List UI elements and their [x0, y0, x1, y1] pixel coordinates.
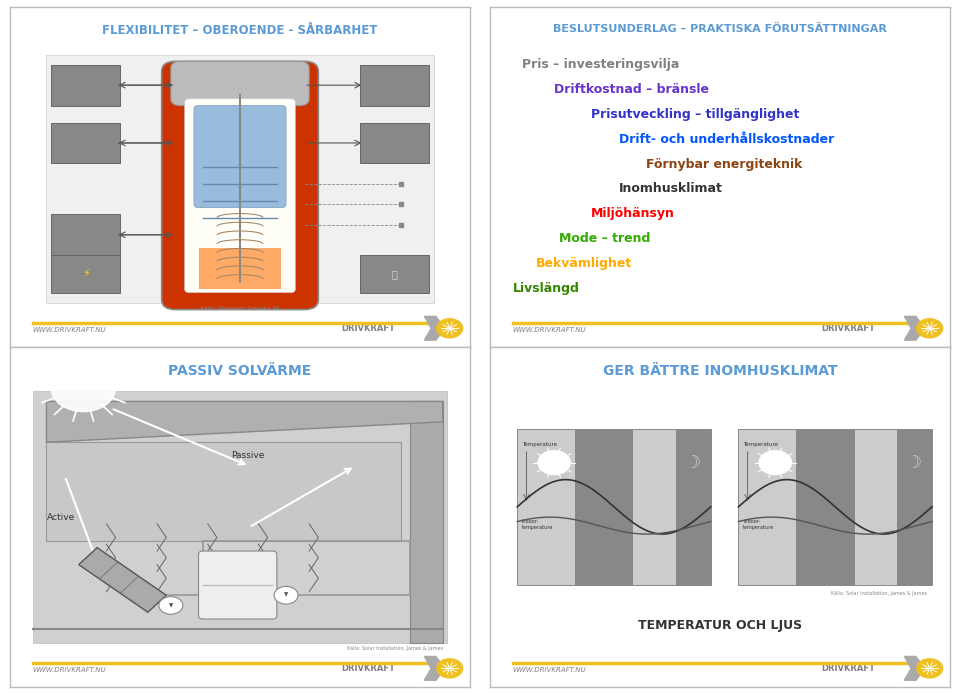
Text: BESLUTSUNDERLAG – PRAKTISKA FÖRUTSÄTTNINGAR: BESLUTSUNDERLAG – PRAKTISKA FÖRUTSÄTTNIN…	[553, 24, 887, 34]
Circle shape	[917, 659, 943, 678]
Polygon shape	[904, 316, 925, 340]
Text: Källa: Viesmann Svenska AB: Källa: Viesmann Svenska AB	[201, 305, 279, 311]
FancyBboxPatch shape	[51, 214, 120, 255]
FancyBboxPatch shape	[360, 255, 429, 293]
Text: Prisutveckling – tillgänglighet: Prisutveckling – tillgänglighet	[591, 108, 800, 121]
Text: WWW.DRIVKRAFT.NU: WWW.DRIVKRAFT.NU	[33, 668, 107, 673]
Circle shape	[538, 450, 570, 475]
Text: GER BÄTTRE INOMHUSKLIMAT: GER BÄTTRE INOMHUSKLIMAT	[603, 364, 837, 378]
Text: DRIVKRAFT: DRIVKRAFT	[822, 664, 876, 673]
Text: ⚡: ⚡	[82, 269, 89, 279]
Text: ▼: ▼	[284, 593, 288, 598]
Text: Miljöhänsyn: Miljöhänsyn	[591, 208, 675, 220]
FancyBboxPatch shape	[194, 105, 286, 208]
Text: Källa: Solar Installation, James & James: Källa: Solar Installation, James & James	[347, 645, 443, 651]
Polygon shape	[424, 657, 445, 680]
FancyBboxPatch shape	[51, 255, 120, 293]
Polygon shape	[424, 316, 445, 340]
Text: 🚿: 🚿	[392, 269, 397, 279]
FancyBboxPatch shape	[575, 429, 634, 585]
Text: Bekvämlighet: Bekvämlighet	[536, 257, 632, 270]
Text: PASSIV SOLVÄRME: PASSIV SOLVÄRME	[168, 364, 312, 378]
FancyBboxPatch shape	[854, 429, 898, 585]
FancyBboxPatch shape	[51, 65, 120, 105]
Text: Passive: Passive	[230, 451, 264, 460]
Text: Temperature: Temperature	[522, 442, 557, 447]
Text: ☽: ☽	[684, 454, 701, 472]
FancyBboxPatch shape	[898, 429, 932, 585]
FancyBboxPatch shape	[360, 65, 429, 105]
Text: DRIVKRAFT: DRIVKRAFT	[822, 324, 876, 333]
Text: WWW.DRIVKRAFT.NU: WWW.DRIVKRAFT.NU	[33, 328, 107, 333]
Circle shape	[159, 597, 182, 614]
Text: Drift- och underhållskostnader: Drift- och underhållskostnader	[618, 133, 834, 146]
FancyBboxPatch shape	[199, 551, 276, 619]
FancyBboxPatch shape	[797, 429, 854, 585]
Polygon shape	[46, 401, 443, 442]
Text: Temperature: Temperature	[743, 442, 778, 447]
Text: Indoor-
temperature: Indoor- temperature	[743, 519, 775, 530]
Text: Förnybar energiteknik: Förnybar energiteknik	[646, 158, 803, 171]
Text: Driftkostnad – bränsle: Driftkostnad – bränsle	[554, 83, 709, 96]
Text: FLEXIBILITET – OBEROENDE - SÅRBARHET: FLEXIBILITET – OBEROENDE - SÅRBARHET	[103, 24, 377, 37]
Text: Active: Active	[46, 513, 75, 521]
FancyBboxPatch shape	[738, 429, 797, 585]
Circle shape	[437, 319, 463, 338]
FancyBboxPatch shape	[676, 429, 710, 585]
Text: Indoor-
temperature: Indoor- temperature	[522, 519, 553, 530]
Text: Pris – investeringsvilja: Pris – investeringsvilja	[522, 58, 680, 71]
FancyBboxPatch shape	[184, 99, 296, 293]
FancyBboxPatch shape	[46, 442, 401, 541]
Circle shape	[917, 319, 943, 338]
FancyBboxPatch shape	[51, 123, 120, 163]
FancyBboxPatch shape	[634, 429, 676, 585]
Circle shape	[275, 586, 298, 604]
Circle shape	[51, 364, 115, 412]
Text: Källa: Solar Installation, James & James: Källa: Solar Installation, James & James	[831, 591, 927, 596]
Text: WWW.DRIVKRAFT.NU: WWW.DRIVKRAFT.NU	[513, 668, 587, 673]
Circle shape	[437, 659, 463, 678]
FancyBboxPatch shape	[199, 248, 281, 289]
Text: ▼: ▼	[169, 603, 173, 608]
Text: DRIVKRAFT: DRIVKRAFT	[342, 664, 396, 673]
FancyBboxPatch shape	[411, 401, 443, 643]
Text: Mode – trend: Mode – trend	[559, 232, 650, 245]
FancyBboxPatch shape	[360, 123, 429, 163]
FancyBboxPatch shape	[171, 61, 309, 105]
Text: TEMPERATUR OCH LJUS: TEMPERATUR OCH LJUS	[638, 619, 802, 632]
Polygon shape	[79, 548, 166, 612]
FancyBboxPatch shape	[33, 391, 447, 643]
Text: Livslängd: Livslängd	[513, 282, 580, 295]
FancyBboxPatch shape	[161, 61, 319, 310]
Text: Inomhusklimat: Inomhusklimat	[618, 183, 723, 196]
Text: WWW.DRIVKRAFT.NU: WWW.DRIVKRAFT.NU	[513, 328, 587, 333]
FancyBboxPatch shape	[46, 55, 434, 303]
Text: DRIVKRAFT: DRIVKRAFT	[342, 324, 396, 333]
Text: ☽: ☽	[905, 454, 922, 472]
FancyBboxPatch shape	[517, 429, 575, 585]
Circle shape	[759, 450, 791, 475]
Polygon shape	[904, 657, 925, 680]
